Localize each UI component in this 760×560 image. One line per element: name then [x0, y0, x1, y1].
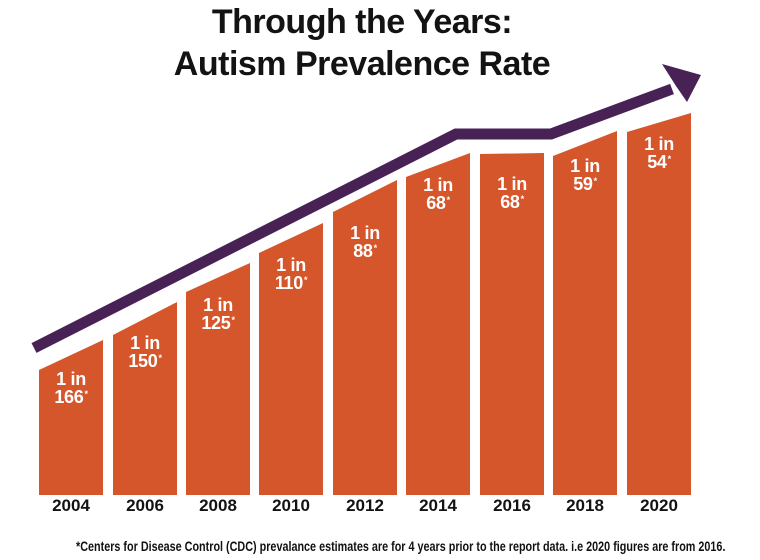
trend-arrow-group [31, 64, 701, 353]
bar-value-label-2012: 1 in 88* [350, 223, 380, 261]
year-label-2018: 2018 [566, 496, 604, 515]
year-label-2020: 2020 [640, 496, 678, 515]
bar-2018 [553, 131, 617, 495]
bar-value-label-2014: 1 in 68* [423, 175, 453, 213]
year-label-2010: 2010 [272, 496, 310, 515]
bar-2012 [333, 180, 397, 495]
chart-title: Through the Years: Autism Prevalence Rat… [0, 1, 724, 85]
bar-2014 [406, 153, 470, 495]
footnote: *Centers for Disease Control (CDC) preva… [76, 539, 726, 554]
trend-arrowhead-icon [662, 64, 701, 102]
bar-2006 [113, 302, 177, 495]
bar-2016 [480, 153, 544, 495]
bar-value-label-2006: 1 in 150* [128, 333, 162, 371]
year-label-2012: 2012 [346, 496, 384, 515]
bar-2010 [259, 223, 323, 495]
year-label-2016: 2016 [493, 496, 531, 515]
bar-value-label-2008: 1 in 125* [201, 295, 235, 333]
bars-group [39, 113, 691, 495]
bar-value-label-2016: 1 in 68* [497, 174, 527, 212]
bar-2020 [627, 113, 691, 495]
year-label-2008: 2008 [199, 496, 237, 515]
bar-2004 [39, 340, 103, 495]
year-label-2004: 2004 [52, 496, 90, 515]
bar-value-label-2004: 1 in 166* [54, 369, 88, 407]
chart-title-line2: Autism Prevalence Rate [173, 45, 551, 83]
bar-2008 [186, 263, 250, 495]
trend-line [31, 83, 674, 353]
chart-title-line1: Through the Years: [211, 3, 513, 41]
bar-value-label-2010: 1 in 110* [274, 255, 308, 293]
bar-value-label-2020: 1 in 54* [644, 134, 674, 172]
bar-value-label-2018: 1 in 59* [570, 156, 600, 194]
year-label-2014: 2014 [419, 496, 457, 515]
year-label-2006: 2006 [126, 496, 164, 515]
